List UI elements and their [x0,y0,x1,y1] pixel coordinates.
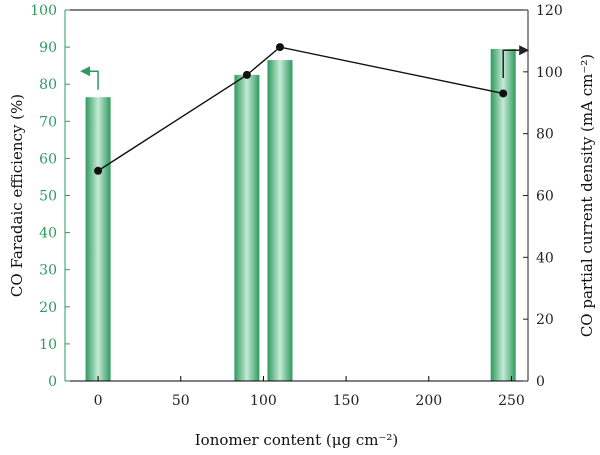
line-series [94,43,508,175]
bar-0 [85,97,111,381]
y-left-tick-label: 50 [39,189,57,205]
y-left-tick-label: 10 [39,337,57,353]
bar-2 [267,60,293,382]
data-point-1 [242,70,251,79]
y-right-tick-label: 100 [536,65,563,81]
y-left-tick-label: 80 [39,77,57,93]
tick-labels: 0 10 20 30 40 50 60 70 80 90 100 0 20 40 60 80 100 120 0 50… [30,3,562,409]
x-axis-label: Ionomer content (μg cm⁻²) [195,431,399,449]
data-point-3 [499,89,508,98]
y-axis-right-label: CO partial current density (mA cm⁻²) [578,54,596,337]
current-density-line [97,46,504,172]
right-axis-arrow [502,49,524,79]
y-left-tick-label: 100 [30,3,57,19]
bar-1 [234,74,260,382]
y-left-tick-label: 70 [39,114,57,130]
data-point-2 [275,43,284,52]
left-axis-arrowhead [80,66,91,77]
y-right-tick-label: 120 [536,3,563,19]
right-axis-arrowhead [519,45,530,56]
y-left-tick-label: 40 [39,226,57,242]
bars-layer [85,48,516,382]
y-right-tick-label: 60 [536,189,554,205]
y-right-tick-label: 80 [536,127,554,143]
x-tick-label: 150 [333,393,360,409]
y-axis-left-label: CO Faradaic efficiency (%) [8,94,26,297]
y-left-tick-label: 30 [39,263,57,279]
x-tick-label: 200 [415,393,442,409]
axis-indicator-arrows [80,45,530,90]
x-tick-label: 250 [498,393,525,409]
axes [64,9,529,382]
data-point-0 [94,166,103,175]
y-left-tick-label: 90 [39,40,57,56]
y-right-tick-label: 0 [536,374,545,390]
x-tick-label: 100 [250,393,277,409]
y-left-tick-label: 20 [39,300,57,316]
y-right-tick-label: 20 [536,312,554,328]
bar-3 [490,48,516,382]
y-left-tick-label: 0 [48,374,57,390]
y-right-tick-label: 40 [536,250,554,266]
y-left-tick-label: 60 [39,151,57,167]
x-tick-label: 0 [94,393,103,409]
x-tick-label: 50 [172,393,190,409]
